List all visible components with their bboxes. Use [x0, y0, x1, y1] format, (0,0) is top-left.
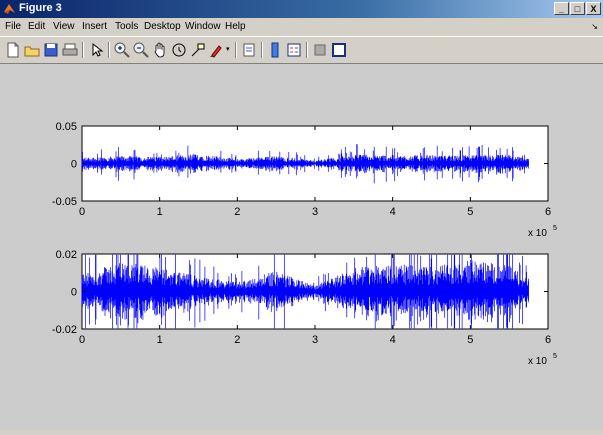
x-tick-label: 4 — [390, 206, 396, 218]
menu-window[interactable]: Window — [185, 21, 221, 32]
menu-edit[interactable]: Edit — [28, 21, 45, 32]
title-bar: Figure 3 _ □ X — [0, 0, 603, 18]
pan-icon[interactable] — [151, 41, 169, 59]
x-tick-label: 5 — [467, 334, 473, 346]
y-tick-label: 0.05 — [56, 121, 77, 133]
colorbar-icon[interactable] — [266, 41, 284, 59]
menu-file[interactable]: File — [5, 21, 21, 32]
x-tick-label: 5 — [467, 206, 473, 218]
open-file-icon[interactable] — [23, 41, 41, 59]
x-tick-label: 6 — [545, 334, 551, 346]
menu-tools[interactable]: Tools — [115, 21, 138, 32]
x-tick-label: 3 — [312, 334, 318, 346]
figure-canvas: 0.05 0 -0.05 0 1 2 3 4 5 6 x 10 5 0.02 0 -0.02 0 1 2 3 4 5 6 x… — [0, 64, 603, 430]
matlab-logo-icon — [3, 2, 16, 15]
menu-insert[interactable]: Insert — [82, 21, 107, 32]
x-tick-label: 1 — [157, 206, 163, 218]
x-tick-label: 0 — [79, 206, 85, 218]
figure-plot-area[interactable]: 0.050-0.050 1 2 3 4 5 6x 10 50.020-0.020 1 2 3 4 5 6x… — [0, 64, 603, 430]
x-exponent-power: 5 — [553, 353, 557, 360]
close-button[interactable]: X — [586, 2, 601, 15]
dock-arrow-icon[interactable]: ↘ — [591, 22, 598, 31]
menu-desktop[interactable]: Desktop — [144, 21, 181, 32]
x-tick-label: 3 — [312, 206, 318, 218]
hide-plot-tools-icon[interactable] — [311, 41, 329, 59]
rotate3d-icon[interactable] — [170, 41, 188, 59]
x-tick-label: 2 — [234, 206, 240, 218]
figure-toolbar: ▾ — [0, 37, 603, 64]
y-tick-label: -0.02 — [52, 324, 77, 336]
x-tick-label: 0 — [79, 334, 85, 346]
y-tick-label: -0.05 — [52, 196, 77, 208]
pointer-icon[interactable] — [87, 41, 105, 59]
data-cursor-icon[interactable] — [189, 41, 207, 59]
x-tick-label: 6 — [545, 206, 551, 218]
zoom-in-icon[interactable] — [113, 41, 131, 59]
brush-dropdown-icon[interactable]: ▾ — [226, 45, 230, 53]
menu-bar: File Edit View Insert Tools Desktop Wind… — [0, 18, 603, 37]
show-plot-tools-icon[interactable] — [330, 41, 348, 59]
legend-icon[interactable] — [285, 41, 303, 59]
save-icon[interactable] — [42, 41, 60, 59]
y-tick-label: 0.02 — [56, 249, 77, 261]
window-title: Figure 3 — [19, 2, 62, 14]
x-exponent-label: x 10 — [528, 356, 547, 367]
minimize-button[interactable]: _ — [554, 2, 569, 15]
x-exponent-label: x 10 — [528, 228, 547, 239]
y-tick-label: 0 — [71, 159, 77, 171]
brush-icon[interactable] — [208, 41, 226, 59]
x-tick-label: 1 — [157, 334, 163, 346]
new-figure-icon[interactable] — [4, 41, 22, 59]
zoom-out-icon[interactable] — [132, 41, 150, 59]
menu-view[interactable]: View — [53, 21, 75, 32]
x-tick-label: 4 — [390, 334, 396, 346]
link-icon[interactable] — [240, 41, 258, 59]
x-exponent-power: 5 — [553, 225, 557, 232]
y-tick-label: 0 — [71, 287, 77, 299]
menu-help[interactable]: Help — [225, 21, 246, 32]
maximize-button[interactable]: □ — [570, 2, 585, 15]
x-tick-label: 2 — [234, 334, 240, 346]
print-icon[interactable] — [61, 41, 79, 59]
